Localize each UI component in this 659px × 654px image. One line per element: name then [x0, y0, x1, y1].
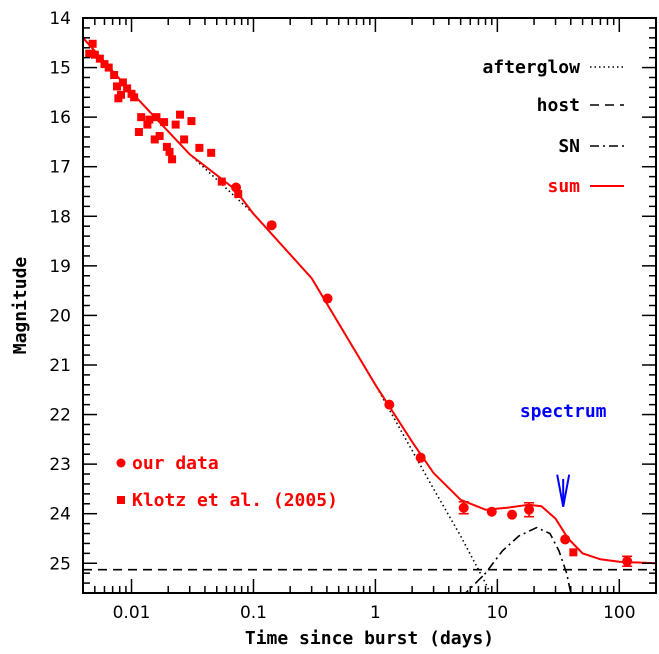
- legend-label-sn: SN: [558, 136, 580, 157]
- y-tick-label: 16: [49, 108, 71, 128]
- x-tick-label: 100: [603, 603, 635, 623]
- data-point-our-data: [322, 293, 333, 304]
- curves-layer: [83, 37, 656, 593]
- data-point-klotz: [187, 117, 196, 126]
- curve-sum: [83, 37, 656, 565]
- y-tick-label: 22: [49, 406, 71, 426]
- x-tick-label: 1: [370, 603, 381, 623]
- y-tick-label: 19: [49, 257, 71, 277]
- data-point-klotz: [162, 142, 171, 151]
- x-tick-label: 0.01: [113, 603, 151, 623]
- legend-label-afterglow: afterglow: [482, 57, 580, 78]
- legend: afterglow host SN sum: [482, 57, 624, 197]
- y-tick-label: 17: [49, 158, 71, 178]
- legend-label-marker: our data: [132, 453, 219, 474]
- data-point-klotz: [165, 147, 174, 156]
- data-point-our-data: [415, 452, 426, 463]
- data-point-klotz: [130, 93, 139, 102]
- data-point-our-data: [384, 399, 395, 410]
- y-tick-label: 25: [49, 554, 71, 574]
- data-point-klotz: [195, 143, 204, 152]
- legend-label-sum: sum: [547, 176, 580, 197]
- data-point-klotz: [207, 148, 216, 157]
- spectrum-arrow-head: [556, 474, 571, 507]
- y-tick-label: 21: [49, 356, 71, 376]
- data-point-klotz: [217, 177, 226, 186]
- data-point-our-data: [560, 534, 571, 545]
- data-point-klotz: [118, 78, 127, 87]
- data-point-klotz: [100, 60, 109, 69]
- data-point-klotz: [137, 113, 146, 122]
- points-layer: [85, 39, 633, 568]
- data-point-our-data: [507, 509, 518, 520]
- curve-sn: [461, 526, 572, 593]
- data-point-klotz: [145, 115, 154, 124]
- legend-label-host: host: [537, 95, 580, 116]
- data-point-klotz: [150, 135, 159, 144]
- spectrum-label: spectrum: [520, 401, 607, 422]
- data-point-klotz: [112, 82, 121, 91]
- data-point-klotz: [155, 131, 164, 140]
- data-point-our-data: [524, 504, 535, 515]
- data-point-klotz: [569, 548, 578, 557]
- y-tick-label: 14: [49, 9, 71, 29]
- ticks-layer: [82, 17, 657, 594]
- data-point-klotz: [117, 90, 126, 99]
- y-tick-label: 24: [49, 505, 71, 525]
- legend-label-marker: Klotz et al. (2005): [132, 490, 338, 511]
- legend-marker-circle: [116, 458, 126, 468]
- data-point-klotz: [88, 39, 97, 48]
- data-point-klotz: [176, 110, 185, 119]
- y-axis-title: Magnitude: [10, 257, 31, 355]
- data-point-klotz: [168, 155, 177, 164]
- data-point-klotz: [143, 120, 152, 129]
- x-tick-label: 0.1: [240, 603, 267, 623]
- data-point-klotz: [171, 120, 180, 129]
- tick-labels-layer: 0.01 0.1 1 10 100 14 15 16 17 18 19 20 21 22 23 24 25: [49, 9, 635, 623]
- data-point-our-data: [458, 502, 469, 513]
- data-point-klotz: [134, 128, 143, 137]
- data-point-our-data: [486, 506, 497, 517]
- data-point-klotz: [234, 189, 243, 198]
- data-point-klotz: [152, 113, 161, 122]
- data-point-klotz: [180, 135, 189, 144]
- y-tick-label: 20: [49, 306, 71, 326]
- y-tick-label: 23: [49, 455, 71, 475]
- legend-marker-square: [117, 496, 125, 504]
- x-axis-title: Time since burst (days): [245, 628, 494, 649]
- y-tick-label: 18: [49, 207, 71, 227]
- markers-legend: our data Klotz et al. (2005): [116, 453, 338, 511]
- data-point-klotz: [160, 118, 169, 127]
- data-point-klotz: [95, 54, 104, 63]
- x-tick-label: 10: [487, 603, 509, 623]
- data-point-klotz: [104, 63, 113, 72]
- data-point-klotz: [85, 49, 94, 58]
- spectrum-annotation: spectrum: [520, 401, 607, 507]
- data-point-our-data: [266, 220, 277, 231]
- data-point-klotz: [90, 50, 99, 59]
- data-point-our-data: [622, 556, 633, 567]
- y-tick-label: 15: [49, 59, 71, 79]
- data-point-klotz: [110, 71, 119, 80]
- data-point-klotz: [123, 84, 132, 93]
